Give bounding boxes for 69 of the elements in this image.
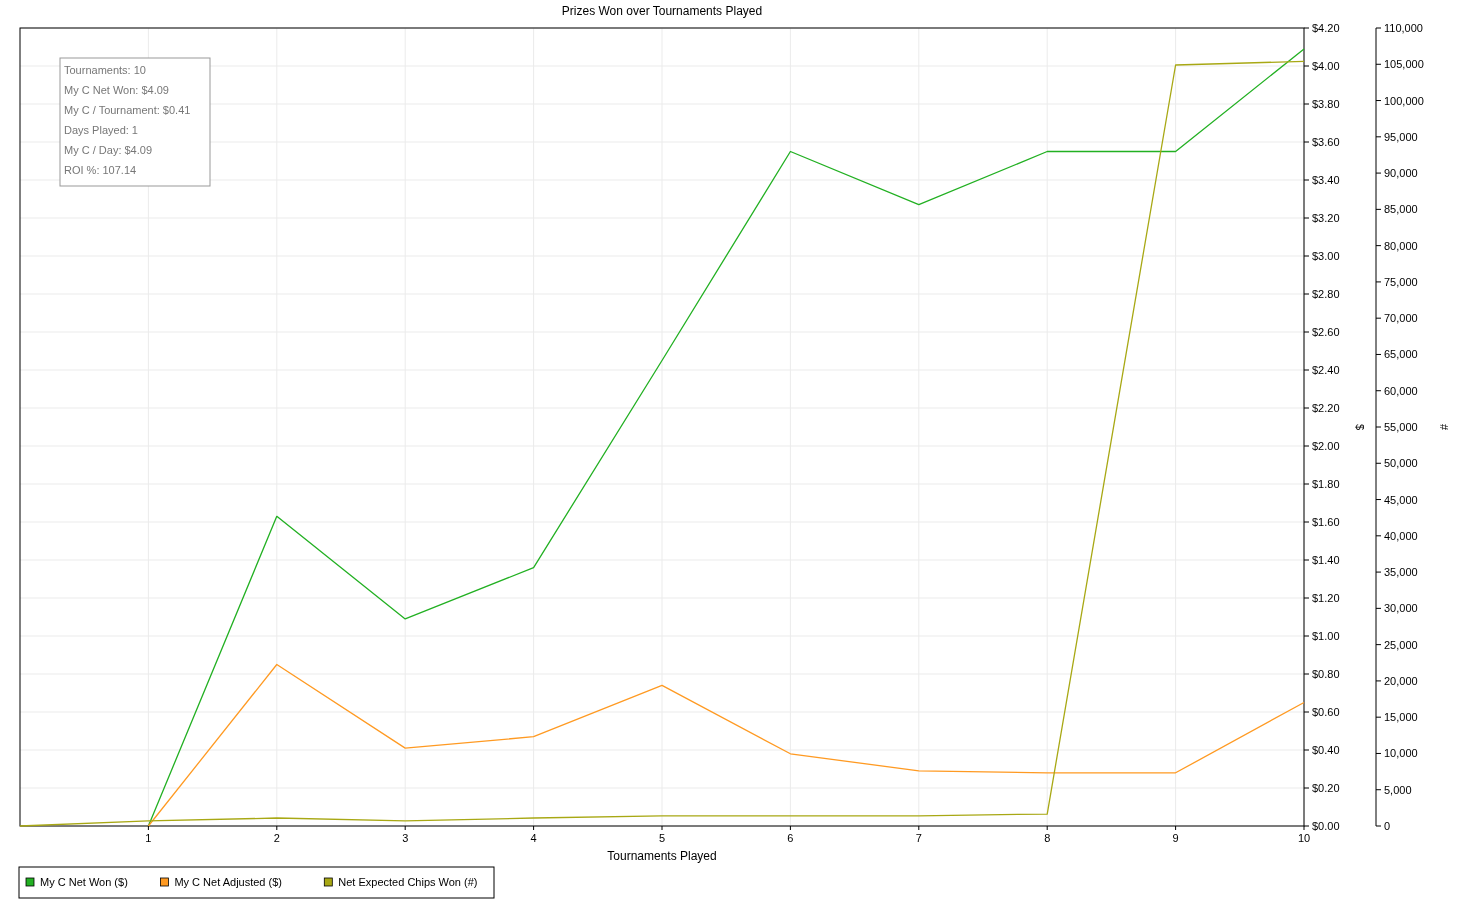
x-tick-label: 7 bbox=[915, 832, 922, 844]
y2-tick-label: 80,000 bbox=[1384, 239, 1418, 252]
x-tick-label: 9 bbox=[1172, 832, 1179, 844]
x-tick-label: 6 bbox=[787, 832, 794, 844]
y2-tick-label: 110,000 bbox=[1384, 22, 1423, 34]
y-tick-label: $0.60 bbox=[1312, 706, 1340, 718]
x-axis-title: Tournaments Played bbox=[607, 849, 717, 863]
line-series bbox=[147, 663, 1305, 827]
y2-tick-label: 35,000 bbox=[1384, 566, 1418, 579]
y2-tick-label: 65,000 bbox=[1384, 348, 1418, 361]
annotation: My C / Tournament: $0.41 bbox=[64, 104, 191, 116]
y2-tick-label: 45,000 bbox=[1384, 493, 1418, 506]
annotation: Tournaments: 10 bbox=[64, 64, 146, 76]
y-tick-label: $3.80 bbox=[1312, 98, 1340, 110]
y2-tick-label: 0 bbox=[1384, 820, 1391, 832]
y-tick-label: $1.60 bbox=[1312, 516, 1340, 528]
y2-tick-label: 5,000 bbox=[1384, 783, 1412, 796]
y2-tick-label: 60,000 bbox=[1384, 384, 1418, 397]
legend-label: My C Net Adjusted ($) bbox=[174, 876, 282, 888]
y-tick-label: $2.80 bbox=[1312, 288, 1340, 300]
y2-tick-label: 95,000 bbox=[1384, 130, 1418, 143]
y-tick-label: $0.40 bbox=[1312, 744, 1340, 756]
y2-tick-label: 25,000 bbox=[1384, 638, 1418, 651]
y-tick-label: $2.40 bbox=[1312, 364, 1340, 376]
annotation: Days Played: 1 bbox=[64, 124, 138, 136]
y-tick-label: $4.00 bbox=[1312, 60, 1340, 72]
y-tick-label: $1.00 bbox=[1312, 630, 1340, 642]
y2-tick-label: 105,000 bbox=[1384, 58, 1424, 71]
legend-label: My C Net Won ($) bbox=[40, 876, 128, 888]
y2-tick-label: 90,000 bbox=[1384, 167, 1418, 180]
x-tick-label: 8 bbox=[1044, 832, 1051, 844]
x-tick-label: 2 bbox=[273, 832, 280, 844]
chart-title: Prizes Won over Tournaments Played bbox=[561, 4, 763, 18]
y-tick-label: $0.00 bbox=[1312, 820, 1340, 832]
x-tick-label: 4 bbox=[530, 832, 537, 844]
y-tick-label: $1.80 bbox=[1312, 478, 1340, 490]
x-tick-label: 3 bbox=[402, 832, 409, 844]
y2-tick-label: 85,000 bbox=[1384, 203, 1418, 216]
y2-tick-label: 20,000 bbox=[1384, 674, 1418, 687]
y-tick-label: $1.20 bbox=[1312, 592, 1340, 604]
y-tick-label: $3.20 bbox=[1312, 212, 1340, 224]
y-tick-label: $3.40 bbox=[1312, 174, 1340, 186]
y-tick-label: $2.00 bbox=[1312, 440, 1340, 452]
y-tick-label: $0.20 bbox=[1312, 782, 1340, 794]
y2-tick-label: 100,000 bbox=[1384, 94, 1424, 107]
annotation: My C Net Won: $4.09 bbox=[64, 84, 169, 96]
x-tick-label: 1 bbox=[145, 832, 152, 844]
y-tick-label: $1.40 bbox=[1312, 554, 1340, 566]
y-tick-label: $3.00 bbox=[1312, 250, 1340, 262]
annotation: ROI %: 107.14 bbox=[64, 164, 137, 176]
y2-tick-label: 55,000 bbox=[1384, 421, 1418, 433]
x-tick-label: 5 bbox=[658, 832, 666, 844]
y-tick-label: $0.80 bbox=[1312, 668, 1340, 680]
y2-tick-label: 40,000 bbox=[1384, 529, 1418, 542]
y-tick-label: $2.60 bbox=[1312, 326, 1340, 338]
annotation: My C / Day: $4.09 bbox=[64, 144, 153, 156]
y2-tick-label: 10,000 bbox=[1384, 747, 1418, 760]
y2-tick-label: 75,000 bbox=[1384, 275, 1418, 288]
legend-label: Net Expected Chips Won (#) bbox=[338, 876, 478, 888]
x-tick-label: 10 bbox=[1297, 832, 1311, 844]
y2-axis-title: # bbox=[1438, 423, 1450, 431]
y-tick-label: $4.20 bbox=[1312, 22, 1340, 34]
y-tick-label: $3.60 bbox=[1312, 136, 1340, 148]
y2-tick-label: 30,000 bbox=[1384, 602, 1418, 615]
y2-tick-label: 50,000 bbox=[1384, 457, 1418, 470]
y2-tick-label: 70,000 bbox=[1384, 312, 1418, 325]
y-axis-title: $ bbox=[1354, 423, 1366, 431]
y2-tick-label: 15,000 bbox=[1384, 711, 1418, 724]
y-tick-label: $2.20 bbox=[1312, 402, 1340, 414]
